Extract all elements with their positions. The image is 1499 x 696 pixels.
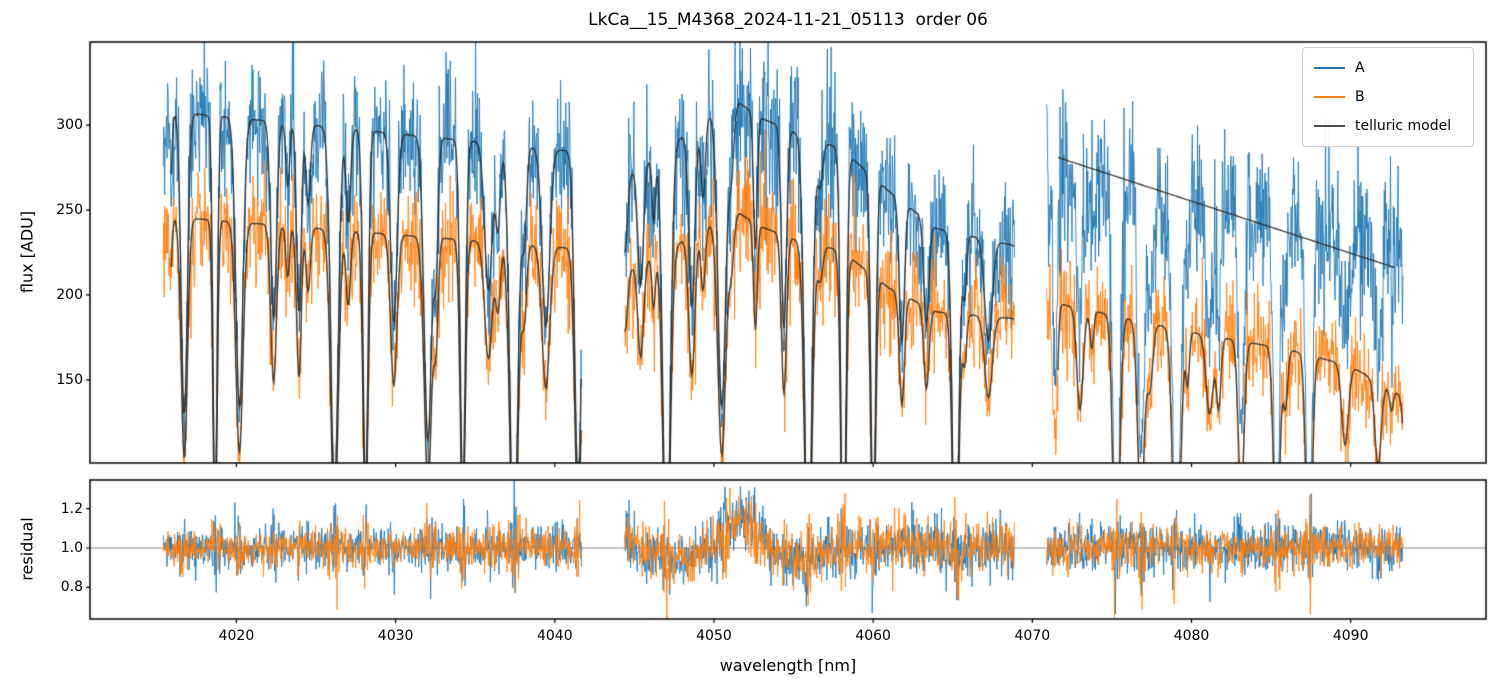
flux-axis-label: flux [ADU]: [17, 210, 37, 294]
legend-label: telluric model: [1355, 117, 1452, 134]
x-tick-label: 4060: [855, 628, 891, 644]
wavelength-axis-label: wavelength [nm]: [719, 656, 857, 675]
flux-tick-label: 150: [56, 371, 83, 388]
flux-tick-label: 300: [56, 117, 83, 134]
residual-tick-label: 1.0: [60, 540, 83, 557]
flux-tick-label: 250: [56, 202, 83, 219]
x-tick-label: 4040: [536, 628, 573, 644]
x-tick-label: 4050: [696, 628, 732, 644]
x-tick-label: 4080: [1173, 628, 1210, 644]
residual-tick-label: 0.8: [60, 579, 83, 596]
legend-row: telluric model: [1303, 112, 1473, 140]
plot-title: LkCa__15_M4368_2024-11-21_05113 order 06: [588, 10, 988, 30]
x-tick-label: 4020: [218, 628, 255, 644]
residual-tick-label: 1.2: [60, 500, 83, 517]
x-tick-label: 4030: [377, 628, 414, 644]
x-tick-label: 4090: [1332, 628, 1369, 644]
legend-line-swatch: [1314, 124, 1345, 127]
legend-row: A: [1303, 54, 1473, 82]
legend-label: A: [1355, 60, 1365, 77]
x-tick-label: 4070: [1014, 628, 1051, 644]
legend-line-swatch: [1314, 95, 1345, 98]
legend-label: B: [1355, 88, 1365, 105]
legend-row: B: [1303, 83, 1473, 111]
flux-tick-label: 200: [56, 286, 83, 303]
legend-line-swatch: [1314, 67, 1345, 70]
